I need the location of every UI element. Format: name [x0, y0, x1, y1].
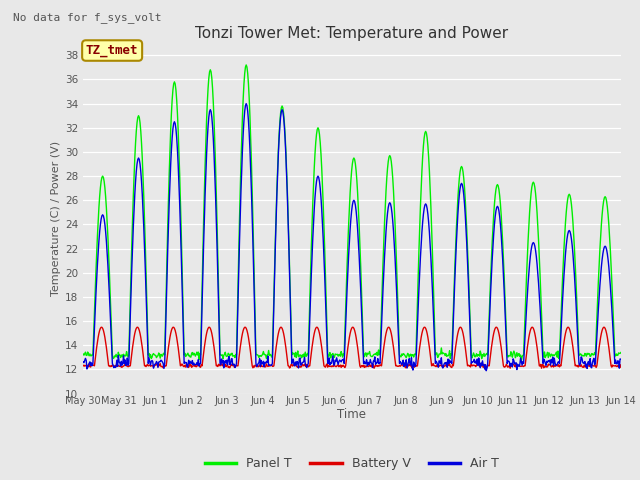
Title: Tonzi Tower Met: Temperature and Power: Tonzi Tower Met: Temperature and Power	[195, 25, 509, 41]
X-axis label: Time: Time	[337, 408, 367, 421]
Y-axis label: Temperature (C) / Power (V): Temperature (C) / Power (V)	[51, 141, 61, 296]
Text: No data for f_sys_volt: No data for f_sys_volt	[13, 12, 161, 23]
Text: TZ_tmet: TZ_tmet	[86, 44, 138, 57]
Legend: Panel T, Battery V, Air T: Panel T, Battery V, Air T	[200, 452, 504, 475]
